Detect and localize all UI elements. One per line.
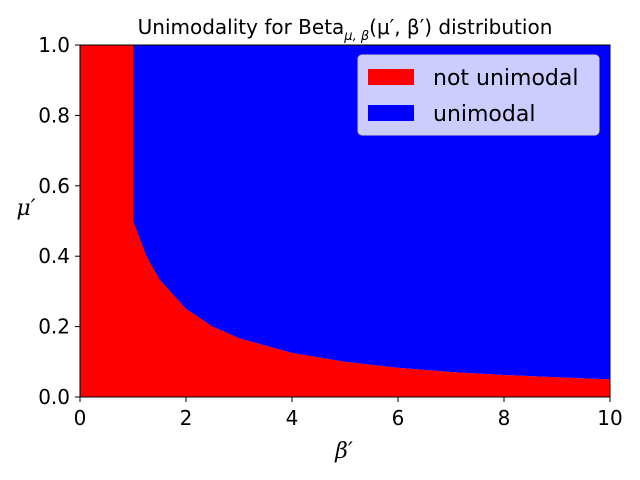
x-tick-label: 10 bbox=[597, 406, 622, 430]
chart-title: Unimodality for Betaμ, β(μ′, β′) distrib… bbox=[138, 15, 553, 44]
legend-swatch bbox=[368, 105, 414, 121]
x-tick-label: 8 bbox=[498, 406, 511, 430]
y-tick-label: 0.8 bbox=[38, 103, 70, 127]
legend-label: not unimodal bbox=[433, 66, 578, 91]
y-axis-label: μ′ bbox=[16, 196, 35, 221]
legend: not unimodal unimodal bbox=[357, 54, 600, 136]
axes-frame bbox=[79, 44, 611, 398]
legend-swatch bbox=[368, 69, 414, 85]
chart-title-suffix: (μ′, β′) distribution bbox=[369, 15, 552, 39]
x-tick-label: 4 bbox=[286, 406, 299, 430]
x-tick-label: 6 bbox=[392, 406, 405, 430]
axes: 0 2 4 6 8 10 0.0 0.2 0.4 0.6 0.8 1.0 bbox=[38, 33, 623, 430]
y-tick-label: 0.6 bbox=[38, 174, 70, 198]
x-tick-label: 0 bbox=[74, 406, 87, 430]
legend-box bbox=[357, 54, 600, 136]
chart-title-subscript: μ, β bbox=[343, 29, 369, 44]
x-tick-label: 2 bbox=[180, 406, 193, 430]
legend-label: unimodal bbox=[433, 102, 535, 127]
y-tick-label: 0.2 bbox=[38, 315, 70, 339]
x-axis-label: β′ bbox=[334, 439, 353, 464]
chart-title-prefix: Unimodality for Beta bbox=[138, 15, 345, 39]
y-tick-label: 1.0 bbox=[38, 33, 70, 57]
y-tick-label: 0.4 bbox=[38, 244, 70, 268]
y-tick-label: 0.0 bbox=[38, 385, 70, 409]
